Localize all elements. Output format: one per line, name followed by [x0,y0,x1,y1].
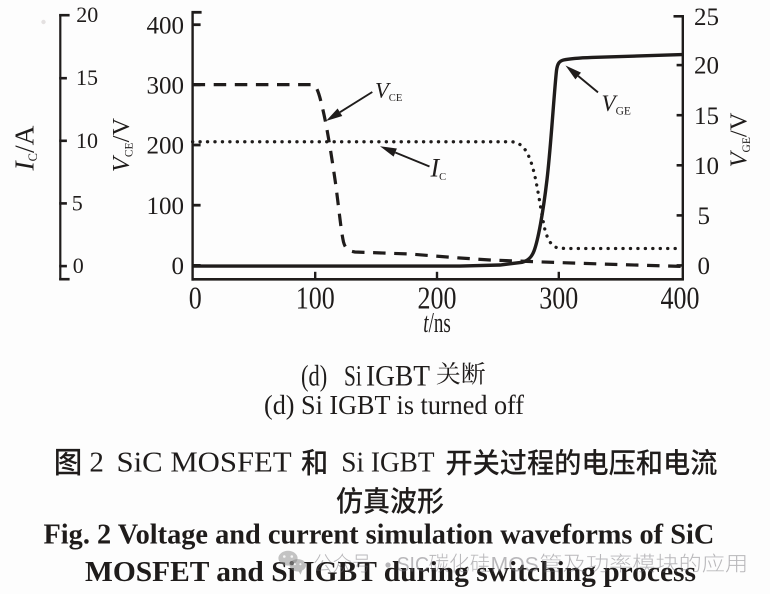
svg-text:(d): (d) [301,360,327,392]
svg-text:VCE/V: VCE/V [108,118,136,172]
svg-text:200: 200 [147,133,185,160]
svg-text:0: 0 [73,253,84,278]
svg-text:10: 10 [694,153,719,180]
svg-text:IGBT: IGBT [366,360,430,392]
svg-text:VGE/V: VGE/V [726,112,754,167]
svg-text:20: 20 [694,53,719,80]
svg-text:(d) Si IGBT is turned off: (d) Si IGBT is turned off [264,389,524,420]
svg-text:0: 0 [189,281,202,316]
svg-text:300: 300 [539,281,578,316]
svg-text:200: 200 [418,281,457,316]
svg-text:15: 15 [76,65,98,90]
svg-text:IC: IC [430,154,447,184]
svg-text:0: 0 [698,253,711,280]
svg-text:400: 400 [147,12,185,39]
svg-text:SIC: SIC [397,554,429,577]
svg-text:VGE: VGE [602,91,631,118]
svg-text:t/ns: t/ns [423,308,451,339]
svg-text:10: 10 [76,128,98,153]
svg-text:0: 0 [172,253,185,280]
svg-text:Si: Si [344,360,362,392]
svg-text:100: 100 [296,281,335,316]
svg-text:25: 25 [694,4,719,31]
svg-text:20: 20 [76,2,98,27]
svg-text:15: 15 [694,103,719,130]
svg-text:MOS: MOS [491,554,539,577]
svg-text:VCE: VCE [375,78,402,105]
svg-text:100: 100 [147,193,185,220]
svg-text:Fig. 2 Voltage and current sim: Fig. 2 Voltage and current simulation wa… [44,519,715,551]
svg-text:5: 5 [698,203,711,230]
svg-text:2: 2 [89,446,104,478]
svg-text:5: 5 [72,190,83,215]
svg-text:SiC MOSFET: SiC MOSFET [117,446,292,478]
svg-text:IC/A: IC/A [9,125,41,171]
svg-text:MOSFET and Si IGBT during swit: MOSFET and Si IGBT during switching proc… [85,556,696,588]
svg-text:Si IGBT: Si IGBT [341,446,434,478]
svg-text:300: 300 [147,72,185,99]
svg-text:400: 400 [661,281,700,316]
